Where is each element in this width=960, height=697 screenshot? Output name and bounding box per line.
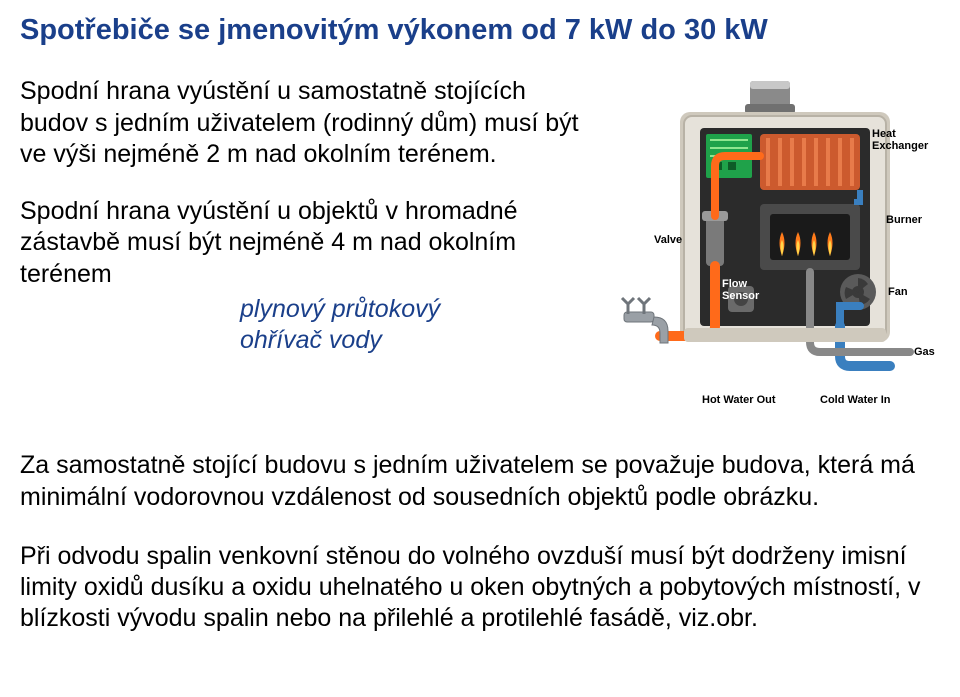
- left-text-column: Spodní hrana vyústění u samostatně stojí…: [20, 76, 600, 356]
- label-gas: Gas: [914, 346, 935, 358]
- label-hot-water-out: Hot Water Out: [702, 394, 776, 406]
- top-row: Spodní hrana vyústění u samostatně stojí…: [20, 76, 940, 416]
- heater-illustration: Heat Exchanger Burner Fan Gas Valve Flow…: [610, 76, 940, 416]
- caption-line-2: ohřívač vody: [240, 326, 382, 354]
- paragraph-4: Při odvodu spalin venkovní stěnou do vol…: [20, 541, 940, 635]
- lower-text: Za samostatně stojící budovu s jedním už…: [20, 450, 940, 634]
- paragraph-3: Za samostatně stojící budovu s jedním už…: [20, 450, 940, 513]
- label-flow-sensor: FlowSensor: [722, 278, 759, 302]
- paragraph-2: Spodní hrana vyústění u objektů v hromad…: [20, 196, 600, 290]
- label-valve: Valve: [654, 234, 682, 246]
- caption-line-1: plynový průtokový: [240, 295, 440, 323]
- label-cold-water-in: Cold Water In: [820, 394, 890, 406]
- label-heat-exchanger: Heat Exchanger: [872, 128, 940, 152]
- page-title: Spotřebiče se jmenovitým výkonem od 7 kW…: [20, 12, 940, 48]
- label-burner: Burner: [886, 214, 922, 226]
- label-fan: Fan: [888, 286, 908, 298]
- paragraph-1: Spodní hrana vyústění u samostatně stojí…: [20, 76, 600, 170]
- caption-label: plynový průtokový ohřívač vody: [240, 294, 600, 357]
- document-body: Spotřebiče se jmenovitým výkonem od 7 kW…: [20, 12, 940, 635]
